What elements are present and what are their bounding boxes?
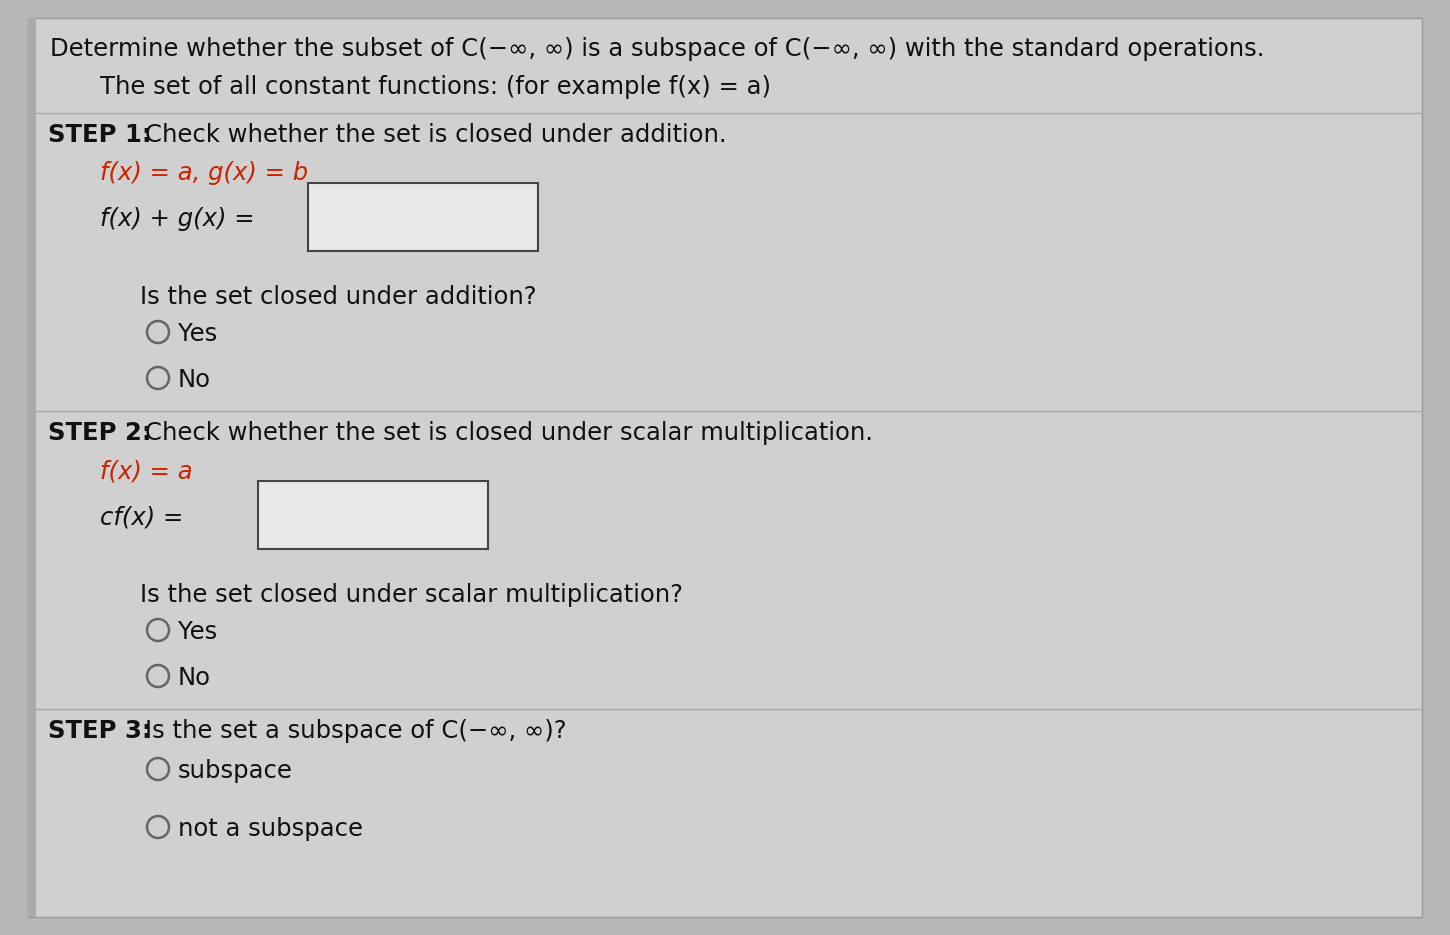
Text: Is the set closed under scalar multiplication?: Is the set closed under scalar multiplic… (141, 583, 683, 607)
FancyBboxPatch shape (307, 183, 538, 251)
Text: Check whether the set is closed under scalar multiplication.: Check whether the set is closed under sc… (145, 421, 873, 445)
FancyBboxPatch shape (28, 18, 36, 917)
Text: f(x) = a, g(x) = b: f(x) = a, g(x) = b (100, 161, 307, 185)
Text: Is the set a subspace of C(−∞, ∞)?: Is the set a subspace of C(−∞, ∞)? (145, 719, 567, 743)
Text: Yes: Yes (178, 620, 218, 644)
Text: f(x) + g(x) =: f(x) + g(x) = (100, 207, 255, 231)
Text: f(x) = a: f(x) = a (100, 459, 193, 483)
Text: cf(x) =: cf(x) = (100, 505, 183, 529)
Text: Check whether the set is closed under addition.: Check whether the set is closed under ad… (145, 123, 726, 147)
Text: Yes: Yes (178, 322, 218, 346)
Text: STEP 3:: STEP 3: (48, 719, 152, 743)
Text: STEP 1:: STEP 1: (48, 123, 152, 147)
Text: The set of all constant functions: (for example f(x) = a): The set of all constant functions: (for … (100, 75, 771, 99)
Text: No: No (178, 666, 212, 690)
FancyBboxPatch shape (28, 18, 1422, 917)
Text: No: No (178, 368, 212, 392)
Text: subspace: subspace (178, 759, 293, 783)
Text: STEP 2:: STEP 2: (48, 421, 152, 445)
Text: not a subspace: not a subspace (178, 817, 362, 841)
Text: Determine whether the subset of C(−∞, ∞) is a subspace of C(−∞, ∞) with the stan: Determine whether the subset of C(−∞, ∞)… (49, 37, 1264, 61)
FancyBboxPatch shape (258, 481, 489, 549)
Text: Is the set closed under addition?: Is the set closed under addition? (141, 285, 536, 309)
